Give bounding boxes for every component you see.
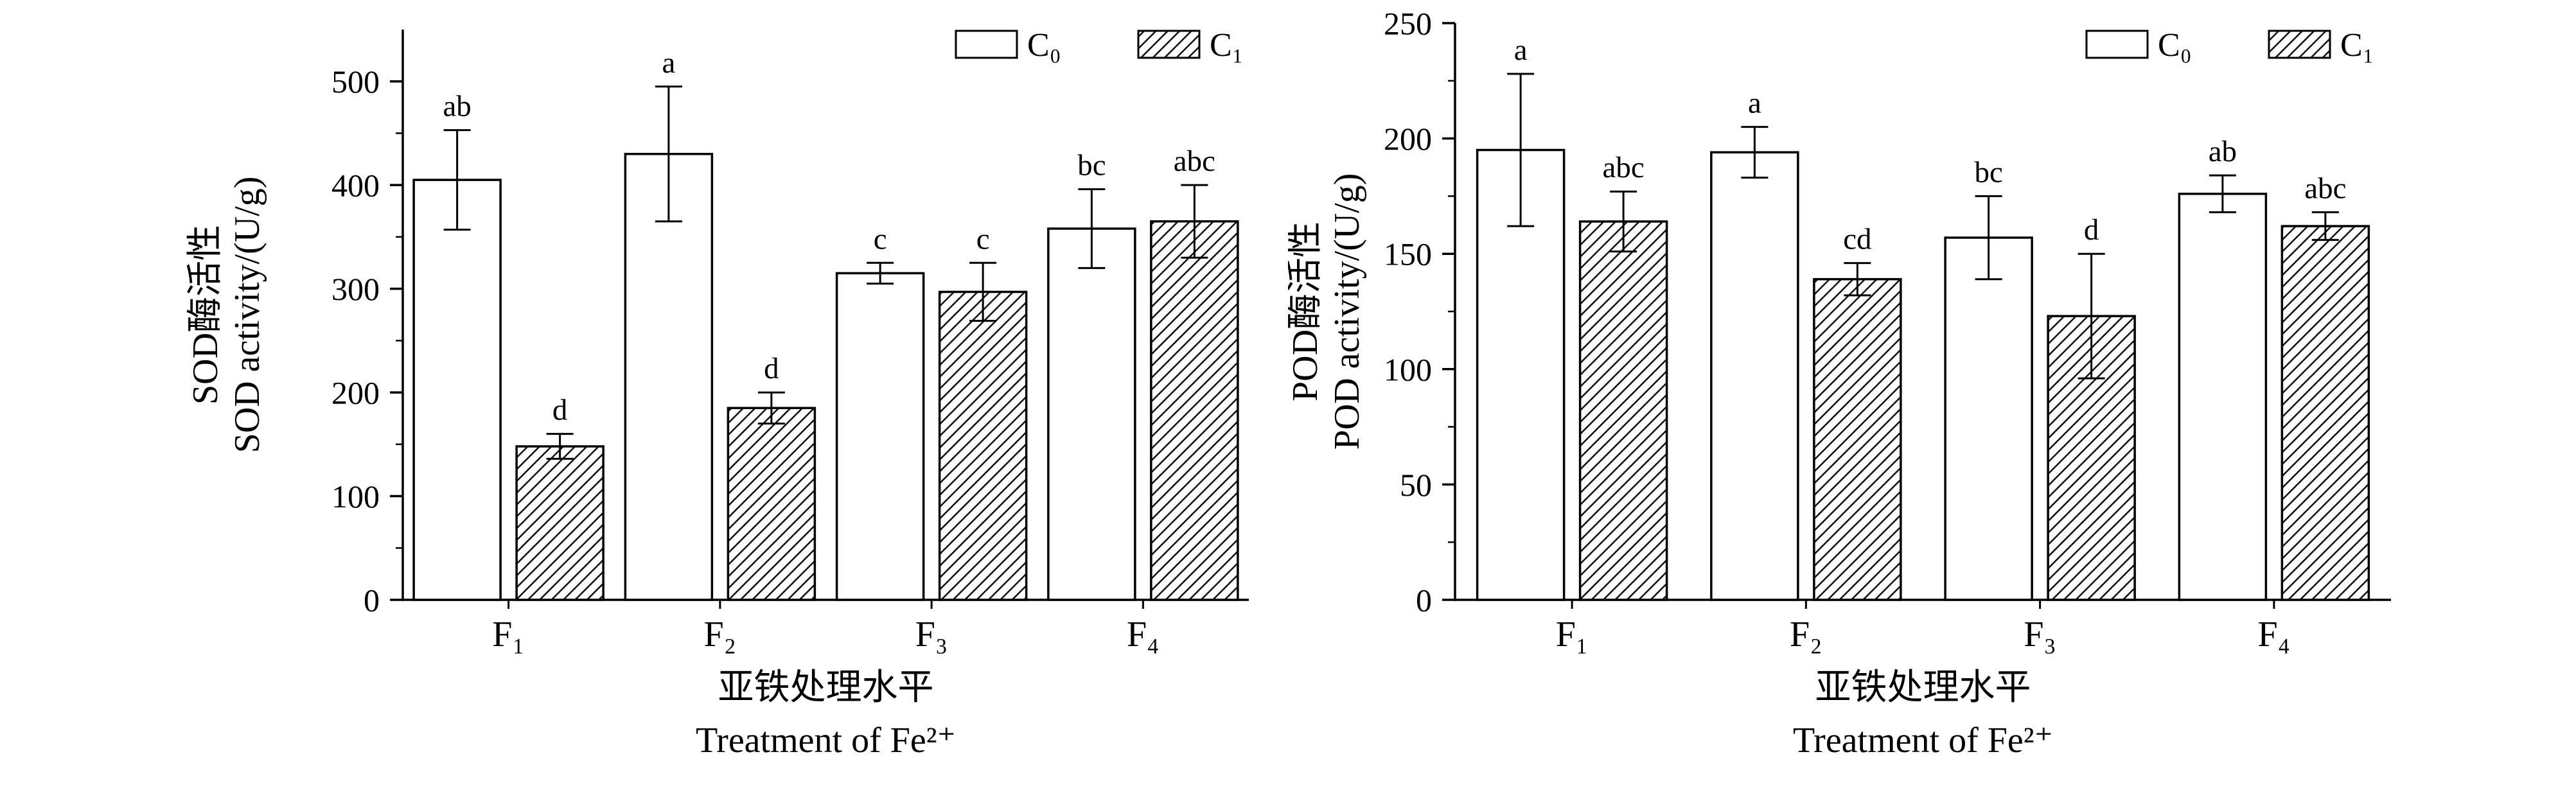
legend-swatch-hatch [1137,30,1201,59]
bar-C₀-F₂ [624,152,714,601]
bar-C₁-F₂ [1813,277,1902,601]
legend-label: C₀ [1027,27,1061,64]
y-axis-title-cn: SOD酶活性 [186,225,225,405]
y-tick-label: 200 [1384,121,1432,157]
significance-letter: ab [443,90,471,123]
legend-swatch-open [955,30,1018,59]
y-tick-label: 0 [1416,582,1432,618]
significance-letter: bc [1974,155,2002,189]
y-axis-title-en: POD activity/(U/g) [1327,173,1367,450]
x-axis-title-en: Treatment of Fe²⁺ [696,721,956,760]
y-tick-label: 100 [1384,351,1432,387]
y-tick-label: 200 [331,375,380,411]
x-category-label: F₁ [1556,615,1589,654]
significance-letter: d [2084,213,2099,247]
significance-letter: a [1748,87,1761,120]
legend-swatch-open [2085,30,2149,59]
x-category-label: F₃ [915,615,948,654]
y-tick-label: 50 [1400,467,1432,503]
x-category-label: F₄ [2258,615,2291,654]
pod-activity-chart: 0 50 100 150 200 250 F₁ a abc F₂ a cd F₃ bc d F₄ ab abc 亚铁… [1288,6,2391,760]
y-axis-title-en: SOD activity/(U/g) [227,177,267,453]
x-category-label: F₂ [1790,615,1822,654]
significance-letter: bc [1077,149,1106,182]
significance-letter: c [976,222,990,256]
y-tick-label: 400 [331,168,380,204]
sod-activity-chart: 0 100 200 300 400 500 F₁ ab d F₂ a d F₃ c c F₄ bc abc 亚铁处理… [186,27,1249,760]
significance-letter: d [552,394,568,427]
significance-letter: a [1514,33,1528,67]
significance-letter: c [874,222,887,256]
legend-label: C₀ [2158,27,2192,64]
legend-label: C₁ [2340,27,2374,64]
bar-C₀-F₄ [1047,227,1136,601]
y-tick-label: 250 [1384,6,1432,42]
significance-letter: abc [1174,144,1215,178]
bar-C₀-F₂ [1710,151,1799,601]
x-axis-title-cn: 亚铁处理水平 [1815,668,2031,708]
x-category-label: F₂ [704,615,737,654]
bar-C₁-F₁ [515,445,604,601]
bar-C₁-F₄ [1150,220,1239,601]
bar-C₁-F₄ [2280,225,2370,601]
significance-letter: ab [2209,135,2237,168]
bar-C₀-F₄ [2178,193,2268,601]
legend-label: C₁ [1210,27,1244,64]
bar-C₁-F₃ [938,290,1028,601]
significance-letter: abc [1603,151,1645,184]
bar-C₁-F₂ [727,407,816,601]
x-category-label: F₁ [492,615,525,654]
bar-C₀-F₃ [835,272,925,601]
x-category-label: F₄ [1127,615,1160,654]
y-axis-title-cn: POD酶活性 [1288,222,1325,401]
significance-letter: abc [2304,172,2346,206]
y-tick-label: 500 [331,64,380,100]
y-tick-label: 100 [331,478,380,514]
x-category-label: F₃ [2024,615,2056,654]
x-axis-title-cn: 亚铁处理水平 [718,668,934,708]
y-tick-label: 0 [364,582,380,618]
legend-swatch-hatch [2268,30,2331,59]
x-axis-title-en: Treatment of Fe²⁺ [1793,721,2053,760]
y-tick-label: 150 [1384,236,1432,272]
significance-letter: cd [1843,223,1871,256]
significance-letter: d [764,352,779,385]
bar-C₀-F₃ [1944,236,2033,601]
bar-C₀-F₁ [412,179,502,601]
significance-letter: a [662,46,675,80]
bar-C₁-F₁ [1578,220,1668,601]
y-tick-label: 300 [331,271,380,307]
